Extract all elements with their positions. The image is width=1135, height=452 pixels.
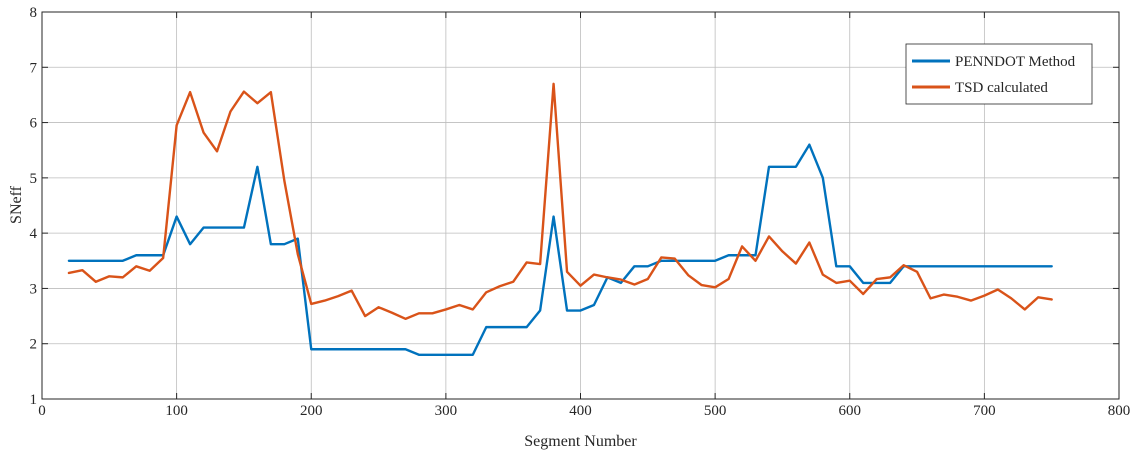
x-tick-label: 100 <box>165 403 188 419</box>
y-tick-label: 8 <box>30 5 38 21</box>
x-tick-label: 500 <box>704 403 727 419</box>
y-tick-label: 1 <box>30 392 38 408</box>
legend-label-tsd: TSD calculated <box>955 80 1048 96</box>
x-tick-label: 800 <box>1108 403 1131 419</box>
x-tick-label: 200 <box>300 403 323 419</box>
grid-lines <box>42 12 1119 399</box>
y-tick-label: 7 <box>30 60 38 76</box>
x-tick-label: 400 <box>569 403 592 419</box>
series-line-penndot-method <box>67 143 1053 356</box>
y-tick-label: 3 <box>30 281 38 297</box>
y-tick-label: 2 <box>30 337 38 353</box>
y-axis-label: SNeff <box>8 185 25 224</box>
y-tick-label: 6 <box>30 116 38 132</box>
x-tick-label: 0 <box>38 403 46 419</box>
legend-box <box>905 43 1093 105</box>
x-tick-label: 700 <box>973 403 996 419</box>
x-axis-label: Segment Number <box>524 433 637 450</box>
x-tick-label: 600 <box>839 403 862 419</box>
legend-label-penndot: PENNDOT Method <box>955 54 1076 70</box>
axis-ticks: 0 100 200 300 400 500 600 700 800 1 2 3 4 5 6 7 8 <box>30 5 1131 419</box>
series-lines <box>67 82 1053 356</box>
y-tick-label: 5 <box>30 171 38 187</box>
legend: PENNDOT Method TSD calculated <box>905 43 1093 105</box>
series-line-tsd-calculated <box>67 82 1053 321</box>
x-tick-label: 300 <box>435 403 458 419</box>
y-tick-label: 4 <box>30 226 38 242</box>
